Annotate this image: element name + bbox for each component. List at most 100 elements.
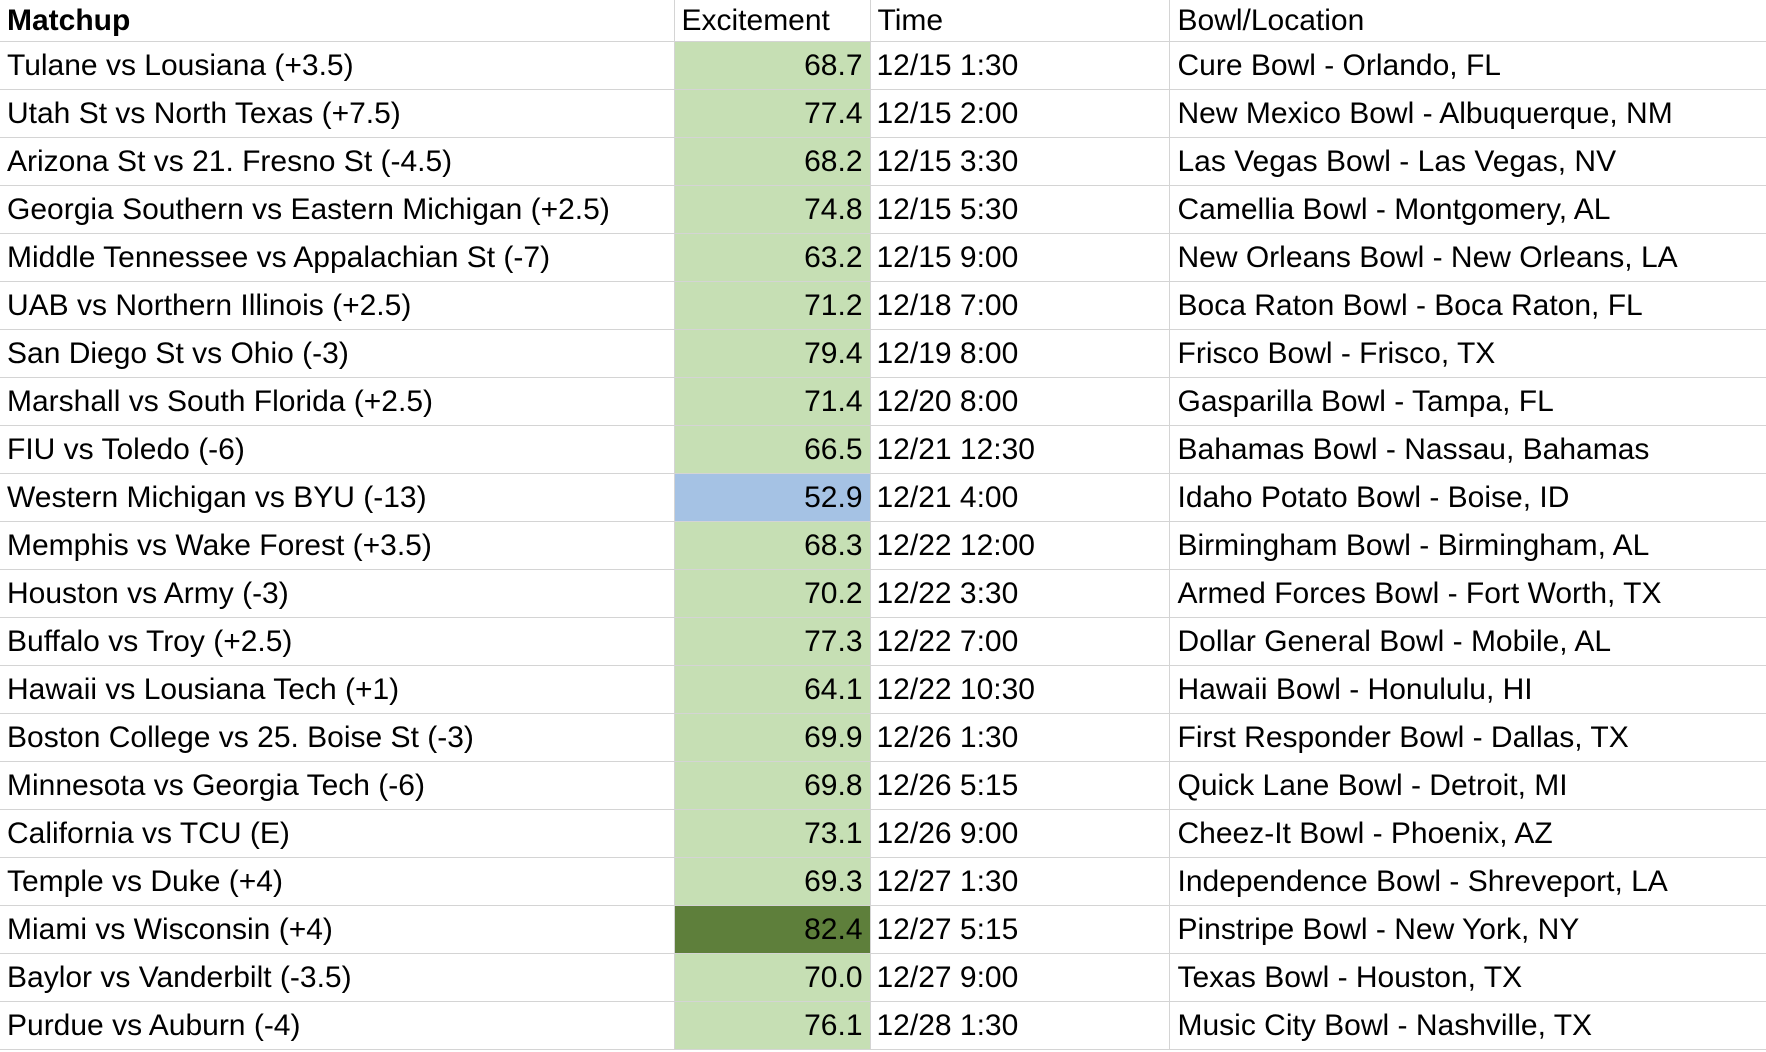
cell-time[interactable]: 12/21 4:00 xyxy=(870,473,1170,522)
cell-excitement[interactable]: 66.5 xyxy=(674,425,871,474)
cell-bowl-location[interactable]: Music City Bowl - Nashville, TX xyxy=(1169,1001,1766,1050)
cell-time[interactable]: 12/27 5:15 xyxy=(870,905,1170,954)
cell-time[interactable]: 12/19 8:00 xyxy=(870,329,1170,378)
cell-time[interactable]: 12/27 1:30 xyxy=(870,857,1170,906)
cell-matchup[interactable]: FIU vs Toledo (-6) xyxy=(0,425,675,474)
cell-excitement[interactable]: 79.4 xyxy=(674,329,871,378)
cell-time[interactable]: 12/18 7:00 xyxy=(870,281,1170,330)
cell-matchup[interactable]: Memphis vs Wake Forest (+3.5) xyxy=(0,521,675,570)
cell-matchup[interactable]: Miami vs Wisconsin (+4) xyxy=(0,905,675,954)
cell-time[interactable]: 12/15 9:00 xyxy=(870,233,1170,282)
cell-bowl-location[interactable]: Boca Raton Bowl - Boca Raton, FL xyxy=(1169,281,1766,330)
cell-matchup[interactable]: Buffalo vs Troy (+2.5) xyxy=(0,617,675,666)
cell-time[interactable]: 12/28 1:30 xyxy=(870,1001,1170,1050)
cell-bowl-location[interactable]: Quick Lane Bowl - Detroit, MI xyxy=(1169,761,1766,810)
cell-matchup[interactable]: Middle Tennessee vs Appalachian St (-7) xyxy=(0,233,675,282)
cell-bowl-location[interactable]: Camellia Bowl - Montgomery, AL xyxy=(1169,185,1766,234)
cell-bowl-location[interactable]: Idaho Potato Bowl - Boise, ID xyxy=(1169,473,1766,522)
cell-matchup[interactable]: Western Michigan vs BYU (-13) xyxy=(0,473,675,522)
cell-excitement[interactable]: 69.9 xyxy=(674,713,871,762)
cell-bowl-location[interactable]: New Mexico Bowl - Albuquerque, NM xyxy=(1169,89,1766,138)
cell-bowl-location[interactable]: First Responder Bowl - Dallas, TX xyxy=(1169,713,1766,762)
table-row: Georgia Southern vs Eastern Michigan (+2… xyxy=(0,185,1766,234)
cell-bowl-location[interactable]: Dollar General Bowl - Mobile, AL xyxy=(1169,617,1766,666)
cell-matchup[interactable]: Utah St vs North Texas (+7.5) xyxy=(0,89,675,138)
cell-time[interactable]: 12/27 9:00 xyxy=(870,953,1170,1002)
table-row: Middle Tennessee vs Appalachian St (-7) 6… xyxy=(0,233,1766,282)
cell-excitement[interactable]: 71.2 xyxy=(674,281,871,330)
cell-matchup[interactable]: San Diego St vs Ohio (-3) xyxy=(0,329,675,378)
cell-excitement[interactable]: 69.8 xyxy=(674,761,871,810)
cell-bowl-location[interactable]: Texas Bowl - Houston, TX xyxy=(1169,953,1766,1002)
table-row: Arizona St vs 21. Fresno St (-4.5) 68.2 12… xyxy=(0,137,1766,186)
cell-time[interactable]: 12/15 3:30 xyxy=(870,137,1170,186)
cell-bowl-location[interactable]: Gasparilla Bowl - Tampa, FL xyxy=(1169,377,1766,426)
cell-excitement[interactable]: 73.1 xyxy=(674,809,871,858)
cell-matchup[interactable]: California vs TCU (E) xyxy=(0,809,675,858)
cell-time[interactable]: 12/26 5:15 xyxy=(870,761,1170,810)
column-header-matchup[interactable]: Matchup xyxy=(0,0,675,42)
cell-bowl-location[interactable]: Las Vegas Bowl - Las Vegas, NV xyxy=(1169,137,1766,186)
cell-matchup[interactable]: Minnesota vs Georgia Tech (-6) xyxy=(0,761,675,810)
cell-excitement[interactable]: 74.8 xyxy=(674,185,871,234)
cell-bowl-location[interactable]: Armed Forces Bowl - Fort Worth, TX xyxy=(1169,569,1766,618)
cell-bowl-location[interactable]: Cure Bowl - Orlando, FL xyxy=(1169,41,1766,90)
table-row: Purdue vs Auburn (-4) 76.1 12/28 1:30 Music… xyxy=(0,1001,1766,1050)
cell-time[interactable]: 12/26 1:30 xyxy=(870,713,1170,762)
cell-matchup[interactable]: Houston vs Army (-3) xyxy=(0,569,675,618)
cell-matchup[interactable]: Purdue vs Auburn (-4) xyxy=(0,1001,675,1050)
cell-excitement[interactable]: 68.3 xyxy=(674,521,871,570)
cell-excitement[interactable]: 64.1 xyxy=(674,665,871,714)
cell-matchup[interactable]: UAB vs Northern Illinois (+2.5) xyxy=(0,281,675,330)
cell-excitement[interactable]: 68.7 xyxy=(674,41,871,90)
cell-excitement[interactable]: 70.0 xyxy=(674,953,871,1002)
cell-excitement[interactable]: 70.2 xyxy=(674,569,871,618)
cell-time[interactable]: 12/21 12:30 xyxy=(870,425,1170,474)
header-row: Matchup Excitement Time Bowl/Location xyxy=(0,0,1766,42)
cell-bowl-location[interactable]: Bahamas Bowl - Nassau, Bahamas xyxy=(1169,425,1766,474)
cell-excitement[interactable]: 68.2 xyxy=(674,137,871,186)
cell-matchup[interactable]: Boston College vs 25. Boise St (-3) xyxy=(0,713,675,762)
cell-bowl-location[interactable]: Birmingham Bowl - Birmingham, AL xyxy=(1169,521,1766,570)
cell-time[interactable]: 12/22 10:30 xyxy=(870,665,1170,714)
column-header-time[interactable]: Time xyxy=(870,0,1170,42)
table-row: Marshall vs South Florida (+2.5) 71.4 12/2… xyxy=(0,377,1766,426)
cell-excitement[interactable]: 71.4 xyxy=(674,377,871,426)
cell-bowl-location[interactable]: Pinstripe Bowl - New York, NY xyxy=(1169,905,1766,954)
cell-matchup[interactable]: Tulane vs Lousiana (+3.5) xyxy=(0,41,675,90)
cell-excitement[interactable]: 77.3 xyxy=(674,617,871,666)
table-row: Buffalo vs Troy (+2.5) 77.3 12/22 7:00 Doll… xyxy=(0,617,1766,666)
cell-time[interactable]: 12/15 1:30 xyxy=(870,41,1170,90)
cell-matchup[interactable]: Baylor vs Vanderbilt (-3.5) xyxy=(0,953,675,1002)
cell-bowl-location[interactable]: Hawaii Bowl - Honululu, HI xyxy=(1169,665,1766,714)
table-row: Minnesota vs Georgia Tech (-6) 69.8 12/26 … xyxy=(0,761,1766,810)
column-header-bowl-location[interactable]: Bowl/Location xyxy=(1169,0,1766,42)
cell-excitement[interactable]: 69.3 xyxy=(674,857,871,906)
table-row: Temple vs Duke (+4) 69.3 12/27 1:30 Indepen… xyxy=(0,857,1766,906)
cell-time[interactable]: 12/22 12:00 xyxy=(870,521,1170,570)
cell-excitement[interactable]: 52.9 xyxy=(674,473,871,522)
cell-matchup[interactable]: Marshall vs South Florida (+2.5) xyxy=(0,377,675,426)
cell-excitement[interactable]: 77.4 xyxy=(674,89,871,138)
cell-time[interactable]: 12/20 8:00 xyxy=(870,377,1170,426)
cell-excitement[interactable]: 76.1 xyxy=(674,1001,871,1050)
cell-excitement[interactable]: 63.2 xyxy=(674,233,871,282)
cell-matchup[interactable]: Temple vs Duke (+4) xyxy=(0,857,675,906)
cell-bowl-location[interactable]: Independence Bowl - Shreveport, LA xyxy=(1169,857,1766,906)
cell-excitement[interactable]: 82.4 xyxy=(674,905,871,954)
cell-time[interactable]: 12/15 5:30 xyxy=(870,185,1170,234)
table-row: FIU vs Toledo (-6) 66.5 12/21 12:30 Bahamas… xyxy=(0,425,1766,474)
cell-bowl-location[interactable]: Frisco Bowl - Frisco, TX xyxy=(1169,329,1766,378)
cell-time[interactable]: 12/22 3:30 xyxy=(870,569,1170,618)
cell-matchup[interactable]: Georgia Southern vs Eastern Michigan (+2… xyxy=(0,185,675,234)
cell-time[interactable]: 12/15 2:00 xyxy=(870,89,1170,138)
cell-bowl-location[interactable]: Cheez-It Bowl - Phoenix, AZ xyxy=(1169,809,1766,858)
table-row: Baylor vs Vanderbilt (-3.5) 70.0 12/27 9:0… xyxy=(0,953,1766,1002)
cell-bowl-location[interactable]: New Orleans Bowl - New Orleans, LA xyxy=(1169,233,1766,282)
cell-matchup[interactable]: Arizona St vs 21. Fresno St (-4.5) xyxy=(0,137,675,186)
table-row: UAB vs Northern Illinois (+2.5) 71.2 12/18… xyxy=(0,281,1766,330)
cell-time[interactable]: 12/22 7:00 xyxy=(870,617,1170,666)
column-header-excitement[interactable]: Excitement xyxy=(674,0,871,42)
cell-matchup[interactable]: Hawaii vs Lousiana Tech (+1) xyxy=(0,665,675,714)
cell-time[interactable]: 12/26 9:00 xyxy=(870,809,1170,858)
